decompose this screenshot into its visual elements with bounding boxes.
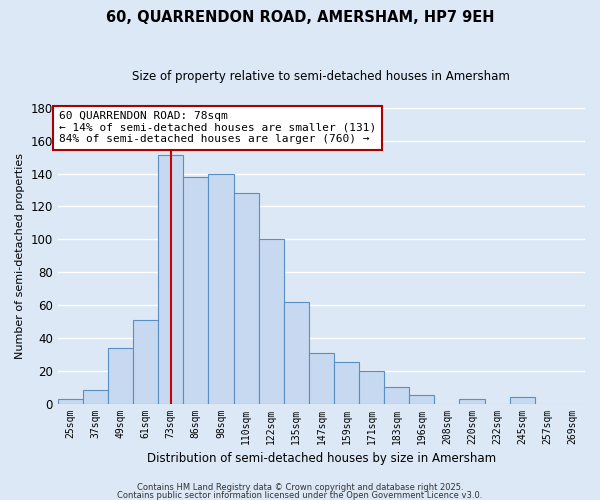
Bar	[233, 193, 259, 404]
Bar	[409, 396, 434, 404]
Title: Size of property relative to semi-detached houses in Amersham: Size of property relative to semi-detach…	[133, 70, 511, 83]
Bar	[309, 352, 334, 404]
Y-axis label: Number of semi-detached properties: Number of semi-detached properties	[15, 152, 25, 358]
Bar	[208, 174, 233, 404]
Bar	[359, 370, 384, 404]
Bar	[184, 177, 208, 404]
Bar	[158, 156, 184, 404]
Bar	[83, 390, 108, 404]
Bar	[259, 239, 284, 404]
X-axis label: Distribution of semi-detached houses by size in Amersham: Distribution of semi-detached houses by …	[147, 452, 496, 465]
Bar	[384, 387, 409, 404]
Bar	[334, 362, 359, 404]
Text: 60 QUARRENDON ROAD: 78sqm
← 14% of semi-detached houses are smaller (131)
84% of: 60 QUARRENDON ROAD: 78sqm ← 14% of semi-…	[59, 111, 376, 144]
Bar	[133, 320, 158, 404]
Bar	[509, 397, 535, 404]
Bar	[284, 302, 309, 404]
Text: Contains public sector information licensed under the Open Government Licence v3: Contains public sector information licen…	[118, 491, 482, 500]
Bar	[460, 398, 485, 404]
Bar	[108, 348, 133, 404]
Text: Contains HM Land Registry data © Crown copyright and database right 2025.: Contains HM Land Registry data © Crown c…	[137, 484, 463, 492]
Text: 60, QUARRENDON ROAD, AMERSHAM, HP7 9EH: 60, QUARRENDON ROAD, AMERSHAM, HP7 9EH	[106, 10, 494, 25]
Bar	[58, 398, 83, 404]
